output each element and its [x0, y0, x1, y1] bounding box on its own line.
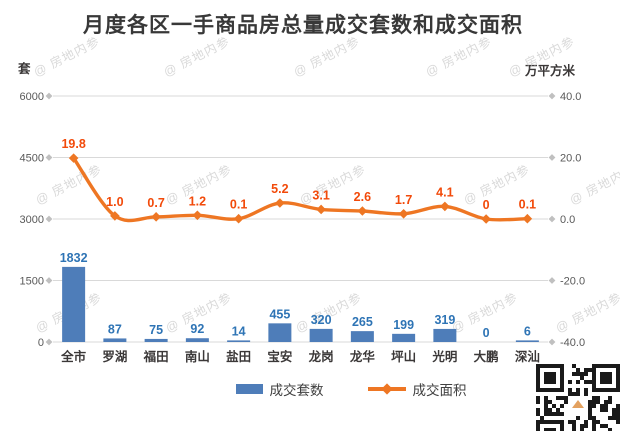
right-axis-unit: 万平方米 [524, 64, 575, 78]
category-label: 盐田 [226, 349, 251, 364]
right-axis-tick-label: 20.0 [560, 153, 581, 165]
legend-item-area: 成交面积 [367, 379, 467, 399]
bar-value-label: 319 [434, 313, 455, 327]
line-value-label: 5.2 [271, 182, 288, 196]
category-label: 南山 [185, 349, 210, 364]
left-axis-tick-label: 3000 [20, 214, 44, 226]
diamond-marker-icon [380, 383, 393, 395]
chart-title: 月度各区一手商品房总量成交套数和成交面积 [83, 14, 523, 37]
line-value-label: 1.2 [189, 194, 206, 208]
left-axis-unit: 套 [18, 62, 31, 76]
bar-value-label: 0 [483, 326, 490, 340]
bar [309, 328, 333, 342]
category-label: 宝安 [267, 349, 292, 364]
bar-value-label: 455 [269, 307, 290, 321]
qr-code [536, 364, 620, 431]
line-value-label: 2.6 [354, 190, 371, 204]
category-label: 全市 [60, 349, 87, 364]
bar-value-label: 1832 [60, 251, 88, 265]
bar [268, 323, 292, 342]
category-label: 深汕 [515, 349, 540, 364]
bar-value-label: 87 [108, 322, 122, 336]
line-value-label: 1.7 [395, 193, 412, 207]
legend-label-area: 成交面积 [412, 383, 467, 398]
right-axis-tick-label: -20.0 [560, 276, 585, 288]
category-label: 龙华 [349, 349, 376, 364]
bar-value-label: 92 [190, 322, 204, 336]
line-value-label: 0.1 [519, 198, 536, 212]
line-value-label: 0 [483, 198, 490, 212]
legend-label-units: 成交套数 [269, 383, 324, 398]
bar-series: 1832 87 75 92 14 455 320 265 199 319 0 6 [60, 251, 539, 342]
bar [227, 340, 251, 342]
bar-value-label: 6 [524, 324, 531, 338]
line-value-label: 19.8 [61, 137, 85, 151]
bar [62, 266, 86, 342]
bar [144, 338, 168, 342]
bar-value-label: 75 [149, 323, 163, 337]
line-value-label: 3.1 [312, 188, 329, 202]
category-axis-labels: 全市 罗湖 福田 南山 盐田 宝安 龙岗 龙华 坪山 光明 大鹏 深汕 [60, 349, 540, 364]
line-series-swatch [367, 383, 406, 395]
bar-value-label: 265 [352, 315, 373, 329]
category-label: 大鹏 [474, 349, 499, 364]
left-axis-tick-label: 1500 [20, 276, 44, 288]
right-axis-tick-label: 0.0 [560, 214, 575, 226]
category-label: 龙岗 [308, 349, 334, 364]
bar-series-swatch [235, 384, 263, 394]
right-axis-tick-label: -40.0 [560, 337, 585, 349]
category-label: 光明 [431, 349, 457, 364]
line-value-label: 0.7 [147, 196, 164, 210]
bar [392, 333, 416, 342]
bar [515, 340, 539, 342]
line-value-label: 4.1 [436, 185, 453, 199]
line-series: 19.8 1.0 0.7 1.2 0.1 5.2 3.1 2.6 1.7 4.1 0 0.1 [61, 137, 536, 224]
category-label: 坪山 [391, 349, 416, 364]
bar-value-label: 320 [311, 313, 332, 327]
line-value-label: 1.0 [106, 195, 123, 209]
left-axis-tick-label: 4500 [20, 153, 44, 165]
left-axis-tick-label: 0 [38, 337, 44, 349]
gridlines-and-axis-ticks: 6000 40.0 4500 20.0 3000 0.0 1500 -20.0 0 -40.0 [20, 91, 586, 349]
bar-value-label: 14 [232, 324, 246, 338]
bar [185, 338, 209, 342]
legend: 成交套数 成交面积 [41, 379, 620, 399]
bar [433, 328, 457, 342]
category-label: 罗湖 [102, 349, 127, 364]
bar [103, 338, 127, 342]
bar [350, 331, 374, 342]
category-label: 福田 [143, 349, 169, 364]
legend-item-units: 成交套数 [235, 379, 324, 399]
bar-value-label: 199 [393, 318, 414, 332]
left-axis-tick-label: 6000 [20, 91, 44, 103]
line-value-label: 0.1 [230, 198, 247, 212]
right-axis-tick-label: 40.0 [560, 91, 581, 103]
